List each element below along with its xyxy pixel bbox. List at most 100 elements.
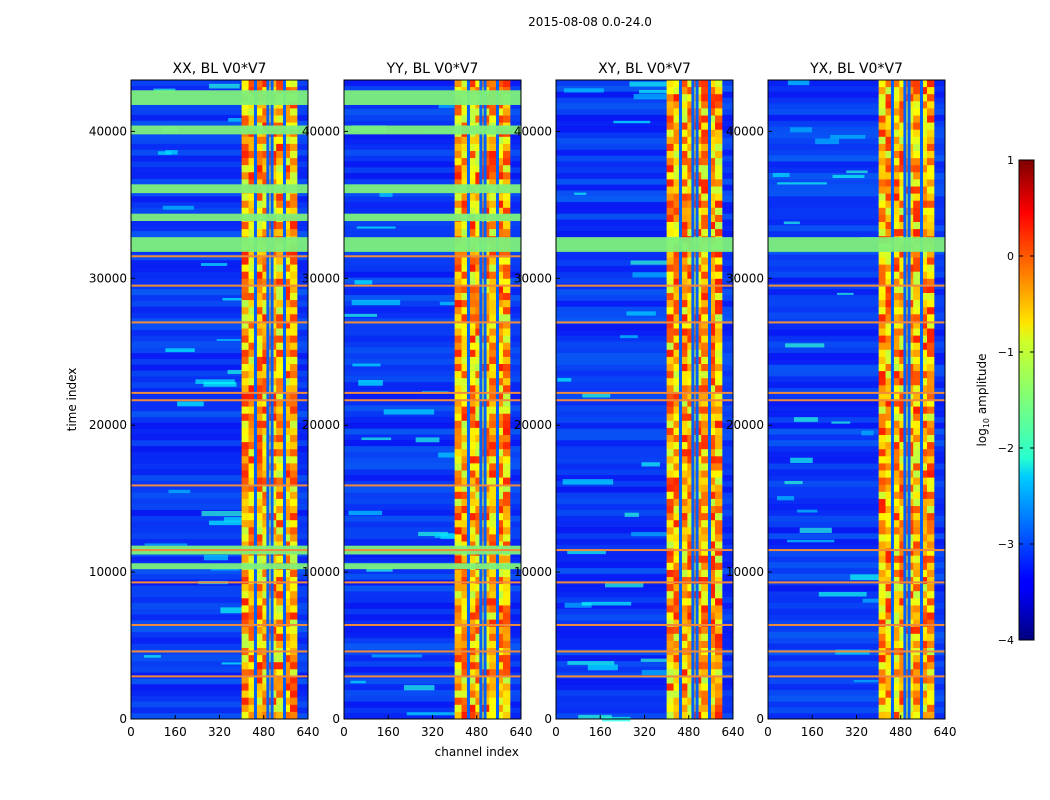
heatmap-patch [562,479,614,485]
band-cell [290,456,298,464]
band-cell [290,115,298,123]
band-cell [885,669,893,677]
band-cell [920,87,928,95]
band-cell [666,562,674,571]
band-cell [878,151,886,159]
band-cell [276,207,284,216]
band-cell [913,307,921,315]
band-cell [701,80,709,88]
band-cell [468,342,476,351]
band-cell [503,534,511,542]
band-cell [666,172,674,180]
band-cell [248,640,256,649]
band-cell [262,307,270,315]
band-cell [885,690,893,699]
band-cell [680,87,688,95]
band-cell [920,115,928,123]
band-cell [715,463,723,471]
band-cell [687,371,695,379]
band-cell [687,193,695,202]
band-cell [248,456,256,464]
band-cell [687,101,695,109]
band-cell [241,420,249,429]
band-cell [913,285,921,294]
band-cell [666,293,674,301]
band-cell [489,179,497,187]
band-cell [454,655,462,663]
band-cell [454,151,462,159]
band-cell [255,222,263,230]
band-cell [927,633,935,642]
heatmap-row [344,695,521,703]
heatmap-row [131,602,308,610]
band-cell [468,165,476,173]
band-cell [666,385,674,393]
band-cell [927,392,935,400]
band-cell [454,690,462,699]
band-cell [687,683,695,691]
heatmap-row [768,707,945,714]
heatmap-row [556,573,733,581]
band-cell [468,349,476,358]
heatmap-row [131,155,308,162]
band-cell [248,506,256,514]
heatmap-row [344,556,521,563]
band-cell [290,413,298,422]
band-cell [666,151,674,159]
heatmap-row [131,457,308,464]
band-cell [715,342,723,351]
band-cell [878,385,886,393]
heatmap-row [556,416,733,424]
band-cell [878,108,886,116]
heatmap-row [131,399,308,406]
heatmap-row [556,347,733,354]
band-cell [680,143,688,152]
band-cell [913,470,921,478]
heatmap-row [556,207,733,215]
band-cell [680,271,688,280]
y-tick-label: 30000 [726,271,764,285]
band-cell [255,676,263,684]
band-cell [468,584,476,592]
band-cell [489,569,497,578]
band-cell [489,222,497,230]
band-cell [290,569,298,578]
band-cell [927,257,935,265]
band-cell [262,626,270,635]
band-cell [248,364,256,372]
heatmap-row [556,97,733,104]
band-cell [715,683,723,691]
band-cell [666,165,674,173]
band-cell [687,207,695,216]
heatmap-row [768,213,945,220]
band-cell [475,342,483,351]
band-cell [475,534,483,542]
band-cell [461,598,469,606]
band-cell [276,491,284,500]
band-cell [290,328,298,336]
heatmap-row [344,201,521,209]
y-tick-label: 20000 [514,418,552,432]
band-cell [708,222,716,230]
band-cell [262,378,270,386]
band-cell [673,200,681,209]
heatmap-patch [366,567,393,572]
band-cell [701,427,709,436]
y-tick-label: 20000 [89,418,127,432]
band-cell [262,406,270,415]
band-cell [878,406,886,415]
heatmap-row [131,689,308,697]
band-cell [913,626,921,635]
band-cell [913,335,921,344]
band-cell [878,101,886,109]
band-cell [255,250,263,258]
heatmap-row [556,695,733,703]
heatmap-patch [177,401,204,407]
band-cell [290,463,298,471]
band-cell [255,498,263,507]
heatmap-row [131,323,308,331]
band-cell [454,385,462,393]
band-cell [496,193,504,202]
band-cell [489,406,497,415]
heatmap-row [556,294,733,302]
